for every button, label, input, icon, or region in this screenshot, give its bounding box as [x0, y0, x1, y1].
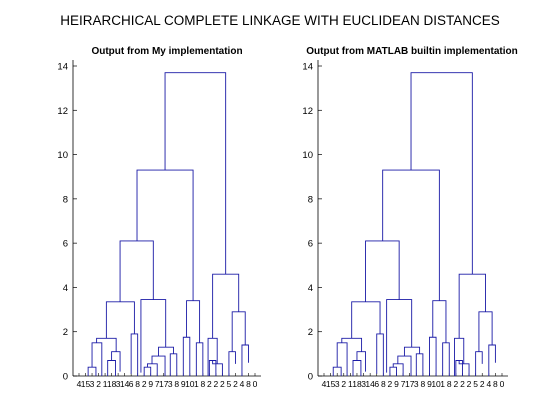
- right-dendrogram-link: [393, 364, 403, 376]
- left-dendrogram-link: [92, 343, 102, 376]
- left-leaf-label: 2: [233, 379, 238, 389]
- right-dendrogram-link: [433, 301, 446, 343]
- left-dendrogram-link: [187, 301, 200, 343]
- left-y-tick-label: 6: [63, 239, 68, 250]
- left-leaf-label: 6: [129, 379, 134, 389]
- left-y-tick-label: 4: [63, 283, 68, 294]
- left-leaf-label: 8: [246, 379, 251, 389]
- right-leaf-label: 2: [453, 379, 458, 389]
- right-dendrogram-link: [479, 312, 492, 352]
- left-leaf-label: 8: [135, 379, 140, 389]
- left-dendrogram-link: [183, 337, 190, 376]
- right-dendrogram-link: [459, 274, 485, 338]
- left-dendrogram-link: [152, 356, 165, 376]
- right-leaf-label: 6: [374, 379, 379, 389]
- left-leaf-label: 2: [142, 379, 147, 389]
- left-dendrogram-link: [137, 170, 193, 301]
- right-leaf-label: 8: [493, 379, 498, 389]
- right-leaf-label: 2: [480, 379, 485, 389]
- right-leaf-label: 0: [500, 379, 505, 389]
- right-dendrogram-link: [337, 343, 347, 376]
- right-dendrogram-link: [390, 367, 397, 376]
- right-y-tick-label: 14: [302, 62, 313, 73]
- left-dendrogram-link: [229, 352, 236, 376]
- left-leaf-label: 8: [174, 379, 179, 389]
- left-dendrogram-link: [213, 274, 239, 338]
- left-leaf-label: 8: [200, 379, 205, 389]
- right-leaf-label: 5: [473, 379, 478, 389]
- left-y-tick-label: 8: [63, 194, 68, 205]
- right-dendrogram-link: [443, 343, 450, 376]
- left-leaf-label: 9: [148, 379, 153, 389]
- left-dendrogram-link: [97, 338, 117, 351]
- right-y-tick-label: 0: [308, 372, 313, 383]
- figure-title: HEIRARCHICAL COMPLETE LINKAGE WITH EUCLI…: [60, 13, 500, 28]
- left-dendrogram-link: [106, 302, 134, 339]
- left-leaf-label: 2: [96, 379, 101, 389]
- left-leaf-label: 1: [194, 379, 199, 389]
- left-dendrogram-link: [242, 345, 249, 376]
- left-dendrogram-link: [120, 241, 153, 302]
- left-dendrogram-link: [141, 300, 166, 373]
- right-dendrogram-panel: Output from MATLAB builtin implementatio…: [302, 46, 517, 389]
- right-dendrogram-link: [398, 356, 411, 376]
- right-dendrogram-link: [404, 347, 419, 356]
- right-y-tick-label: 6: [308, 239, 313, 250]
- left-leaf-label: 0: [253, 379, 258, 389]
- right-dendrogram-link: [377, 334, 384, 376]
- left-dendrogram-link: [131, 334, 138, 376]
- right-leaf-label: 8: [447, 379, 452, 389]
- right-dendrogram-link: [352, 302, 380, 339]
- left-leaf-label: 3: [168, 379, 173, 389]
- left-dendrogram-link: [165, 73, 226, 275]
- right-leaf-label: 1: [440, 379, 445, 389]
- left-dendrogram-link: [232, 312, 245, 352]
- left-panel-title: Output from My implementation: [91, 46, 242, 57]
- right-leaf-label: 2: [388, 379, 393, 389]
- right-leaf-label: 2: [467, 379, 472, 389]
- right-dendrogram-link: [387, 300, 412, 373]
- right-leaf-label: 3: [414, 379, 419, 389]
- right-y-tick-label: 8: [308, 194, 313, 205]
- left-leaf-label: 2: [207, 379, 212, 389]
- right-dendrogram-link: [383, 170, 440, 301]
- right-y-tick-label: 2: [308, 327, 313, 338]
- right-y-tick-label: 10: [302, 150, 313, 161]
- left-dendrogram-link: [147, 364, 157, 376]
- right-leaf-label: 4: [486, 379, 491, 389]
- right-dendrogram-link: [416, 354, 423, 376]
- right-leaf-label: 8: [381, 379, 386, 389]
- left-leaf-label: 3: [90, 379, 95, 389]
- left-y-tick-label: 14: [57, 62, 68, 73]
- left-y-tick-label: 2: [63, 327, 68, 338]
- left-leaf-label: 5: [227, 379, 232, 389]
- right-leaf-label: 3: [335, 379, 340, 389]
- left-leaf-label: 4: [240, 379, 245, 389]
- right-dendrogram-link: [489, 345, 496, 376]
- left-leaf-label: 2: [220, 379, 225, 389]
- right-leaf-label: 2: [460, 379, 465, 389]
- right-y-tick-label: 4: [308, 283, 313, 294]
- right-dendrogram-link: [429, 337, 436, 376]
- left-y-tick-label: 0: [63, 372, 68, 383]
- right-panel-title: Output from MATLAB builtin implementatio…: [306, 46, 517, 57]
- left-dendrogram-link: [170, 354, 177, 376]
- left-y-tick-label: 10: [57, 150, 68, 161]
- left-dendrogram-link: [159, 347, 174, 356]
- right-dendrogram-link: [342, 338, 362, 351]
- left-leaf-label: 2: [214, 379, 219, 389]
- left-dendrogram-link: [144, 367, 151, 376]
- left-dendrogram-panel: Output from My implementation 0246810121…: [57, 46, 261, 389]
- right-leaf-label: 2: [341, 379, 346, 389]
- right-y-tick-label: 12: [302, 106, 313, 117]
- right-dendrogram-link: [476, 352, 483, 376]
- right-dendrogram-link: [366, 241, 400, 302]
- right-dendrogram-link: [411, 73, 472, 275]
- left-dendrogram-link: [196, 343, 203, 376]
- right-leaf-label: 8: [421, 379, 426, 389]
- right-leaf-label: 9: [394, 379, 399, 389]
- left-y-tick-label: 12: [57, 106, 68, 117]
